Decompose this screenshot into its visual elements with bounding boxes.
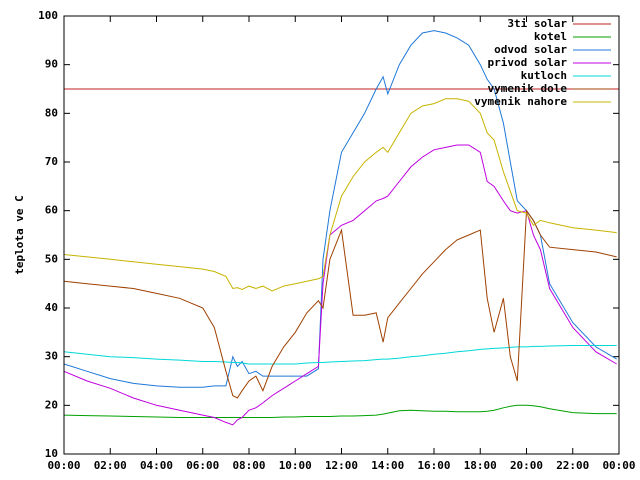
- y-tick-label: 60: [45, 204, 58, 217]
- y-tick-label: 20: [45, 398, 58, 411]
- series-line: [63, 404, 617, 418]
- legend-label: vymenik dole: [488, 82, 568, 95]
- legend-label: vymenik nahore: [474, 95, 567, 108]
- x-tick-label: 10:00: [279, 459, 312, 472]
- x-tick-label: 14:00: [371, 459, 404, 472]
- series-line: [63, 30, 617, 388]
- x-tick-label: 20:00: [510, 459, 543, 472]
- series-line: [63, 209, 617, 399]
- y-axis-label: teplota ve C: [13, 195, 26, 274]
- y-tick-label: 40: [45, 301, 58, 314]
- legend-label: 3ti solar: [507, 17, 567, 30]
- y-tick-label: 90: [45, 58, 58, 71]
- x-tick-label: 22:00: [556, 459, 589, 472]
- legend-label: privod solar: [488, 56, 568, 69]
- plot-border: [63, 15, 620, 455]
- x-tick-label: 06:00: [186, 459, 219, 472]
- y-tick-label: 80: [45, 106, 58, 119]
- x-tick-label: 18:00: [464, 459, 497, 472]
- legend-label: odvod solar: [494, 43, 567, 56]
- x-tick-label: 12:00: [325, 459, 358, 472]
- x-tick-label: 08:00: [232, 459, 265, 472]
- y-tick-label: 100: [38, 9, 58, 22]
- series-line: [63, 144, 617, 426]
- x-tick-label: 02:00: [94, 459, 127, 472]
- series-line: [63, 345, 617, 365]
- x-tick-label: 00:00: [602, 459, 635, 472]
- x-tick-label: 00:00: [47, 459, 80, 472]
- y-tick-label: 30: [45, 350, 58, 363]
- series-line: [63, 98, 617, 292]
- legend-label: kutloch: [521, 69, 567, 82]
- x-tick-label: 16:00: [417, 459, 450, 472]
- y-tick-label: 70: [45, 155, 58, 168]
- x-tick-label: 04:00: [140, 459, 173, 472]
- y-tick-label: 50: [45, 252, 58, 265]
- legend-label: kotel: [534, 30, 567, 43]
- y-tick-label: 10: [45, 447, 58, 460]
